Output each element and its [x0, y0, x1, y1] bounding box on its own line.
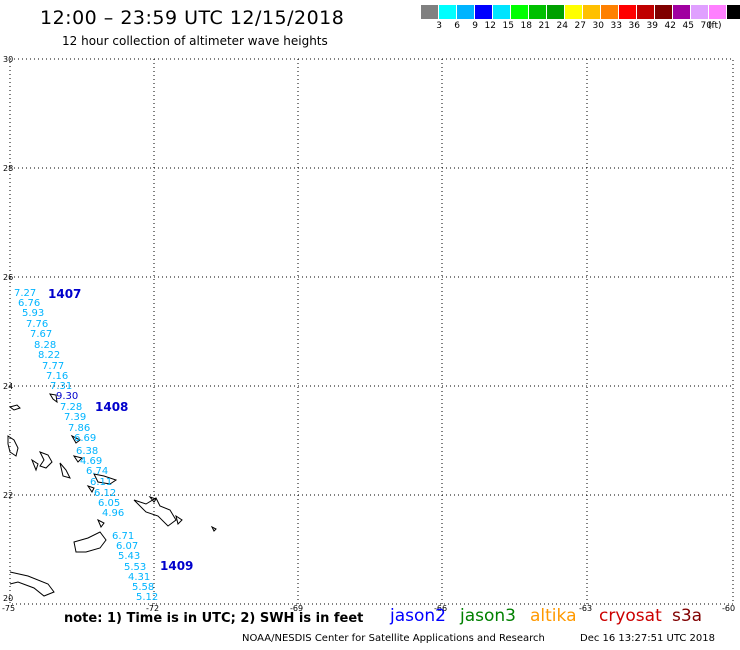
- lat-label: 26: [3, 273, 13, 282]
- legend-labels: 3 6 9 12 15 18 21 24 27 30 33 36 39 42 45 70: [421, 21, 712, 31]
- coastline: [7, 393, 217, 597]
- legend-swatch: [511, 5, 529, 19]
- legend-swatch: [619, 5, 637, 19]
- swh-value-label: 8.28: [34, 340, 56, 351]
- chart-title: 12:00 – 23:59 UTC 12/15/2018: [40, 7, 345, 29]
- swh-value-label: 5.12: [136, 592, 158, 603]
- lat-label: 22: [3, 491, 13, 500]
- legend-tick-label: 15: [502, 21, 514, 31]
- legend-swatch: [565, 5, 583, 19]
- legend-swatch: [475, 5, 493, 19]
- lon-label: -66: [434, 604, 447, 613]
- swh-value-label: 5.53: [124, 562, 146, 573]
- lat-label: 30: [3, 55, 13, 64]
- legend-tick-label: 39: [646, 21, 658, 31]
- legend-swatch: [439, 5, 457, 19]
- swh-value-label: 6.38: [76, 446, 98, 457]
- lon-label: -63: [579, 604, 592, 613]
- swh-value-label: 4.96: [102, 508, 124, 519]
- legend-tick-label: 27: [574, 21, 586, 31]
- sat-jason2: jason2: [390, 606, 446, 626]
- legend-tick-label: 18: [520, 21, 532, 31]
- legend-tick-label: 12: [484, 21, 496, 31]
- legend-swatch: [547, 5, 565, 19]
- legend-tick-label: 24: [556, 21, 568, 31]
- swh-value-label: 6.76: [18, 298, 40, 309]
- legend-swatch: [727, 5, 740, 19]
- sat-altika: altika: [530, 606, 577, 626]
- timestamp: Dec 16 13:27:51 UTC 2018: [580, 633, 715, 644]
- swh-value-label: 7.27: [14, 288, 36, 299]
- swh-value-label: 5.93: [22, 308, 44, 319]
- legend-tick-label: 42: [664, 21, 676, 31]
- legend-swatch: [457, 5, 475, 19]
- legend-swatch: [655, 5, 673, 19]
- swh-value-label: 6.12: [94, 488, 116, 499]
- legend-swatch: [529, 5, 547, 19]
- lat-label: 24: [3, 382, 13, 391]
- legend-swatch: [637, 5, 655, 19]
- swh-value-label: 7.31: [50, 381, 72, 392]
- lon-label: -75: [2, 604, 15, 613]
- swh-value-label: 7.28: [60, 402, 82, 413]
- swh-value-label: 7.67: [30, 329, 52, 340]
- legend-tick-label: 30: [592, 21, 604, 31]
- legend-swatch: [493, 5, 511, 19]
- legend-swatch: [421, 5, 439, 19]
- swh-value-label: 6.74: [86, 466, 108, 477]
- swh-value-label: 9.30: [56, 391, 78, 402]
- legend-swatch: [673, 5, 691, 19]
- chart-subtitle: 12 hour collection of altimeter wave hei…: [62, 34, 328, 48]
- lon-label: -60: [722, 604, 735, 613]
- swh-value-label: 8.22: [38, 350, 60, 361]
- legend-tick-label: 9: [472, 21, 478, 31]
- legend-swatch: [691, 5, 709, 19]
- sat-cryosat: cryosat: [599, 606, 662, 626]
- legend-unit: (ft): [708, 21, 722, 31]
- lon-label: -72: [146, 604, 159, 613]
- lat-label: 28: [3, 164, 13, 173]
- swh-value-label: 7.76: [26, 319, 48, 330]
- footer-note: note: 1) Time is in UTC; 2) SWH is in fe…: [64, 611, 364, 626]
- swh-value-label: 7.16: [46, 371, 68, 382]
- track-id-label: 1408: [95, 400, 128, 414]
- swh-value-label: 6.11: [90, 477, 112, 488]
- legend-tick-label: 45: [682, 21, 694, 31]
- legend-swatch: [709, 5, 727, 19]
- sat-jason3: jason3: [460, 606, 516, 626]
- swh-value-label: 6.71: [112, 531, 134, 542]
- credit-text: NOAA/NESDIS Center for Satellite Applica…: [242, 633, 545, 644]
- swh-value-label: 7.77: [42, 361, 64, 372]
- swh-value-label: 5.43: [118, 551, 140, 562]
- lon-label: -69: [290, 604, 303, 613]
- swh-value-label: 5.58: [132, 582, 154, 593]
- swh-value-label: 6.69: [74, 433, 96, 444]
- legend-tick-label: 3: [436, 21, 442, 31]
- swh-value-label: 6.05: [98, 498, 120, 509]
- swh-value-label: 7.39: [64, 412, 86, 423]
- legend-tick-label: 21: [538, 21, 550, 31]
- track-id-label: 1407: [48, 287, 81, 301]
- track-id-label: 1409: [160, 559, 193, 573]
- swh-value-label: 4.31: [128, 572, 150, 583]
- swh-value-label: 6.07: [116, 541, 138, 552]
- legend-tick-label: 33: [610, 21, 622, 31]
- legend-swatch: [583, 5, 601, 19]
- legend-swatch: [601, 5, 619, 19]
- swh-value-label: 4.69: [80, 456, 102, 467]
- sat-s3a: s3a: [672, 606, 703, 626]
- color-legend: [421, 5, 740, 19]
- plot-frame: [9, 58, 734, 605]
- legend-tick-label: 6: [454, 21, 460, 31]
- legend-tick-label: 36: [628, 21, 640, 31]
- lat-label: 20: [3, 594, 13, 603]
- swh-value-label: 7.86: [68, 423, 90, 434]
- legend-tick-label: 70: [700, 21, 712, 31]
- grid: [9, 58, 734, 605]
